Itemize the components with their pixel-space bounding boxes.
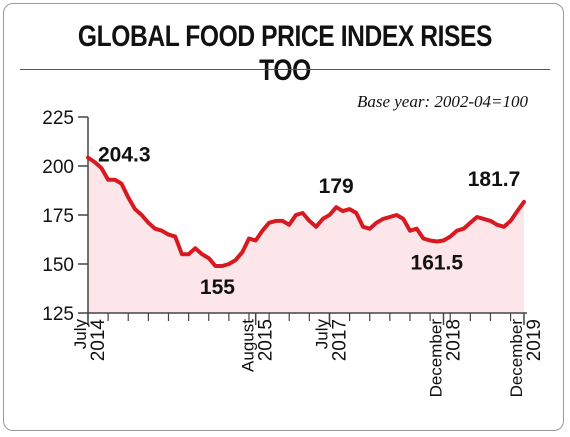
data-point (267, 221, 271, 225)
data-point (133, 207, 137, 211)
data-point (260, 229, 264, 233)
data-label: 161.5 (411, 251, 464, 274)
data-point (381, 217, 385, 221)
data-point (160, 229, 164, 233)
data-point (421, 236, 425, 241)
data-point (106, 178, 110, 182)
data-point (448, 235, 452, 239)
data-point (314, 225, 318, 229)
data-point (395, 213, 399, 217)
data-point (368, 227, 372, 231)
data-point (146, 221, 150, 225)
data-point (193, 246, 197, 250)
data-point (153, 227, 157, 231)
x-tick-year: 2015 (256, 319, 277, 361)
x-tick-year: 2014 (88, 319, 109, 362)
data-point (522, 200, 526, 204)
data-point (287, 223, 291, 227)
data-point (341, 209, 345, 213)
data-point (408, 229, 412, 233)
data-point (502, 225, 506, 229)
data-point (428, 238, 432, 243)
data-label: 181.7 (468, 168, 521, 191)
data-label: 179 (319, 175, 354, 198)
data-point (294, 213, 298, 217)
y-tick-label: 150 (42, 255, 74, 276)
data-point (475, 215, 479, 219)
data-point (327, 213, 332, 217)
data-point (468, 221, 472, 225)
data-point (301, 211, 305, 215)
y-tick-label: 125 (42, 304, 74, 325)
title-divider (20, 69, 550, 70)
data-point (119, 182, 124, 186)
data-point (280, 219, 285, 223)
data-point (93, 160, 97, 164)
data-point (509, 219, 513, 223)
x-tick-year: 2019 (524, 319, 545, 361)
x-tick-month: July (71, 319, 90, 350)
data-point (435, 239, 439, 244)
data-point (388, 215, 392, 219)
x-tick-month: July (312, 319, 331, 350)
data-point (140, 213, 144, 217)
data-point (227, 262, 231, 266)
data-point (415, 227, 419, 231)
data-point (374, 221, 378, 225)
x-tick-year: 2017 (329, 319, 350, 361)
data-point (361, 225, 365, 229)
x-tick-month: December (507, 319, 526, 398)
data-point (234, 258, 238, 262)
data-label: 204.3 (98, 144, 151, 167)
data-point (86, 156, 90, 160)
data-point (462, 227, 466, 231)
x-tick-year: 2018 (444, 319, 465, 361)
data-point (254, 238, 258, 243)
data-point (126, 195, 130, 199)
base-year-note: Base year: 2002-04=100 (356, 92, 528, 111)
y-tick-label: 175 (42, 206, 74, 227)
data-point (173, 235, 177, 239)
data-point (247, 236, 251, 241)
data-label: 155 (200, 276, 235, 299)
data-point (180, 252, 184, 256)
x-tick-month: December (427, 319, 446, 398)
data-point (207, 256, 211, 260)
data-point (166, 233, 171, 237)
data-point (274, 219, 278, 223)
data-point (401, 217, 405, 221)
data-point (354, 211, 358, 215)
data-point (307, 219, 311, 223)
data-point (187, 252, 191, 256)
data-point (240, 250, 244, 254)
data-point (213, 264, 217, 268)
data-point (200, 252, 204, 256)
data-point (220, 264, 224, 268)
data-point (482, 217, 486, 221)
data-point (441, 238, 446, 243)
data-point (495, 223, 499, 227)
data-point (334, 205, 338, 209)
data-point (113, 178, 117, 182)
data-point (99, 166, 103, 170)
data-point (321, 217, 325, 221)
data-point (348, 207, 352, 211)
chart-title: GLOBAL FOOD PRICE INDEX RISES TOO (77, 20, 493, 87)
data-point (515, 209, 519, 213)
x-tick-month: August (239, 319, 258, 372)
y-tick-label: 200 (42, 157, 74, 178)
data-point (488, 219, 493, 223)
series-area (88, 157, 524, 313)
y-tick-label: 225 (42, 108, 74, 129)
data-point (455, 229, 459, 233)
